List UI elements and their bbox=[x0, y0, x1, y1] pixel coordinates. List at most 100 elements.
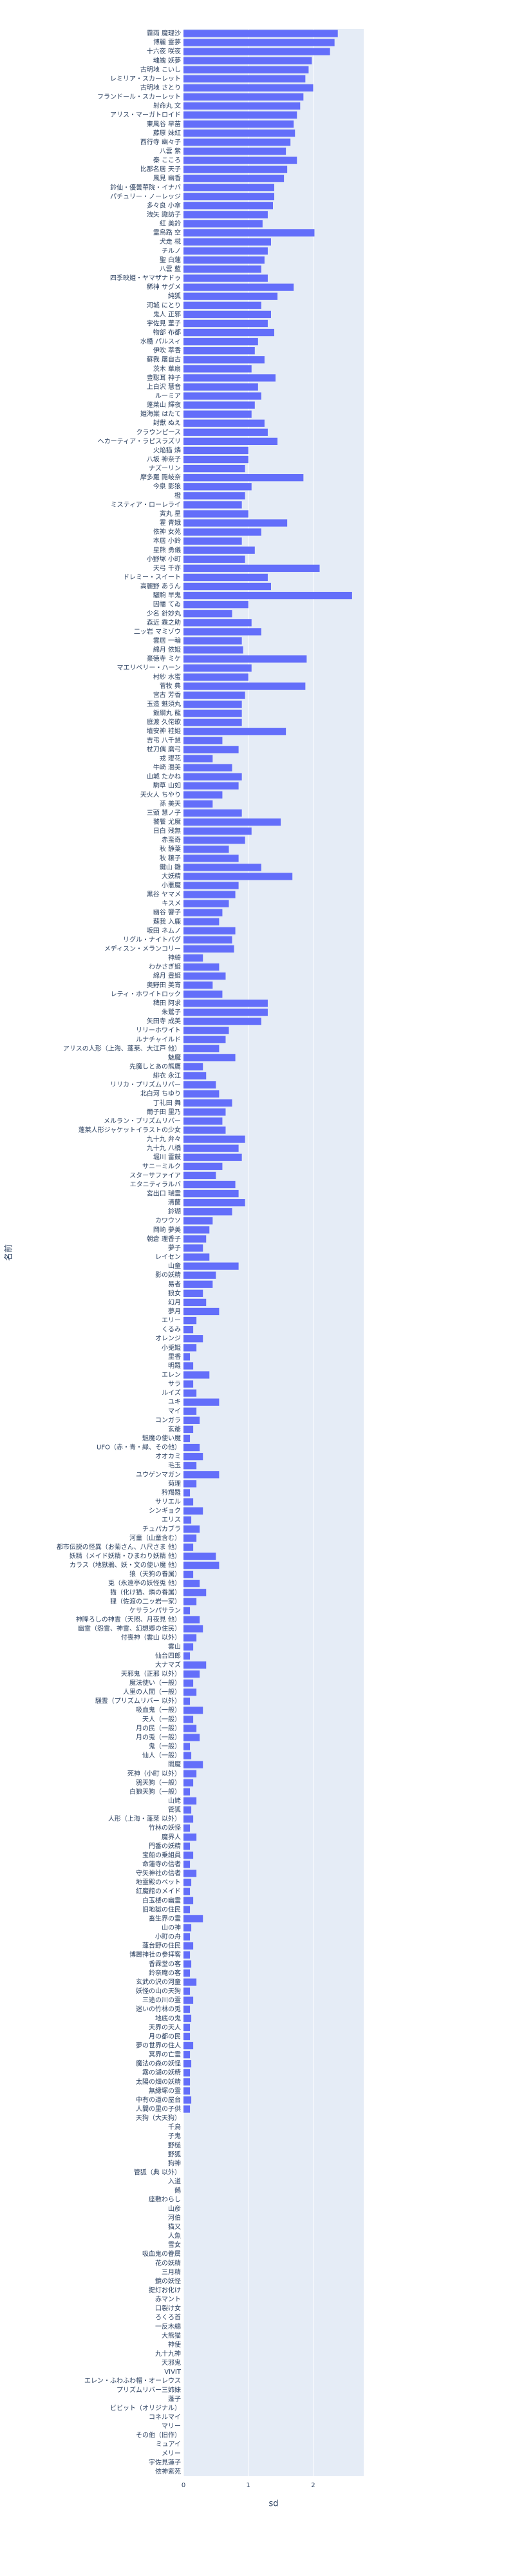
y-tick-label: 蘇我 入鹿 bbox=[153, 917, 181, 925]
bar bbox=[183, 1571, 194, 1578]
bar bbox=[183, 981, 213, 989]
bar bbox=[183, 1625, 203, 1633]
y-tick-label: 摩多羅 隠岐奈 bbox=[140, 473, 181, 482]
y-tick-label: 鍵山 雛 bbox=[160, 863, 181, 871]
y-tick-label: 兎（永遠亭の妖怪兎 他） bbox=[108, 1579, 181, 1587]
y-tick-label: 朝倉 理香子 bbox=[147, 1235, 181, 1243]
bar bbox=[183, 111, 297, 119]
bar bbox=[183, 827, 252, 835]
bar bbox=[183, 1099, 232, 1107]
bar bbox=[183, 1996, 194, 2004]
y-tick-label: 紅 美鈴 bbox=[160, 220, 181, 228]
bar bbox=[183, 428, 268, 436]
bar bbox=[183, 147, 286, 155]
y-tick-label: 雲山 bbox=[168, 1643, 181, 1651]
y-tick-label: 幻月 bbox=[168, 1298, 181, 1306]
bar bbox=[183, 1879, 192, 1886]
bar bbox=[183, 882, 239, 889]
bar bbox=[183, 1389, 197, 1397]
y-tick-label: リリカ・プリズムリバー bbox=[110, 1081, 181, 1089]
bar bbox=[183, 1552, 216, 1560]
bar bbox=[183, 1498, 194, 1506]
y-tick-label: 河城 にとり bbox=[147, 301, 181, 309]
y-tick-label: 命蓮寺の信者 bbox=[142, 1860, 181, 1868]
bar bbox=[183, 256, 265, 264]
bar bbox=[183, 1462, 197, 1470]
y-tick-label: 宮出口 瑞霊 bbox=[147, 1189, 181, 1198]
y-tick-label: 魂魄 妖夢 bbox=[153, 56, 181, 64]
bar bbox=[183, 918, 220, 925]
y-tick-label: 藤原 妹紅 bbox=[153, 129, 181, 137]
y-tick-label: 香霖堂の客 bbox=[149, 1960, 181, 1968]
bar bbox=[183, 1589, 207, 1596]
y-tick-label: メリー bbox=[162, 2450, 181, 2458]
y-tick-label: アリス・マーガトロイド bbox=[110, 111, 181, 119]
y-tick-label: 丁礼田 舞 bbox=[153, 1099, 181, 1107]
y-tick-label: 紅魔館のメイド bbox=[136, 1887, 181, 1895]
bar bbox=[183, 1652, 191, 1660]
bar bbox=[183, 909, 223, 916]
y-tick-label: 人形（上海・蓬莱 以外） bbox=[108, 1815, 181, 1823]
y-tick-label: 寅丸 星 bbox=[160, 509, 181, 518]
y-tick-label: ヘカーティア・ラピスラズリ bbox=[98, 437, 181, 445]
y-tick-label: 豊聡耳 神子 bbox=[147, 374, 181, 382]
y-tick-label: 古明地 こいし bbox=[140, 65, 181, 73]
bar bbox=[183, 446, 248, 455]
y-tick-label: 閻魔 bbox=[168, 1760, 181, 1768]
y-tick-label: 秋 静葉 bbox=[160, 845, 181, 853]
bar bbox=[183, 492, 245, 500]
y-tick-label: 吸血鬼の眷属 bbox=[142, 2249, 181, 2258]
bar bbox=[183, 855, 239, 862]
y-tick-label: 杖刀偶 磨弓 bbox=[147, 745, 181, 753]
bar bbox=[183, 1788, 191, 1796]
bar bbox=[183, 1969, 191, 1977]
y-tick-label: 易者 bbox=[168, 1280, 181, 1288]
bar bbox=[183, 283, 294, 291]
y-tick-label: 赤蛮奇 bbox=[162, 836, 181, 844]
bar bbox=[183, 66, 309, 73]
y-tick-label: 都市伝説の怪異（お菊さん、八尺さま 他） bbox=[57, 1542, 181, 1551]
y-tick-label: 狼女 bbox=[168, 1289, 181, 1297]
y-tick-label: 多々良 小傘 bbox=[147, 201, 181, 209]
y-tick-label: 吉弔 八千慧 bbox=[147, 736, 181, 744]
y-tick-label: 比那名居 天子 bbox=[140, 165, 181, 173]
y-tick-label: 鈴仙・優曇華院・イナバ bbox=[110, 183, 181, 191]
y-tick-label: 人里の人間（一般） bbox=[123, 1688, 181, 1696]
bar bbox=[183, 274, 268, 282]
y-tick-label: 北白河 ちゆり bbox=[140, 1090, 181, 1098]
y-tick-label: 里香 bbox=[168, 1353, 181, 1361]
bar bbox=[183, 818, 281, 826]
y-tick-label: 古明地 さとり bbox=[140, 83, 181, 91]
y-tick-label: 緋衣 永江 bbox=[153, 1072, 181, 1080]
y-tick-label: 河童（山童含む） bbox=[129, 1533, 181, 1542]
bar bbox=[183, 211, 268, 219]
bar bbox=[183, 1063, 203, 1071]
y-tick-label: 魔法使い（一般） bbox=[129, 1679, 181, 1687]
y-tick-label: その他（旧作） bbox=[136, 2431, 181, 2439]
bar bbox=[183, 1634, 197, 1642]
bar bbox=[183, 1525, 200, 1533]
y-tick-label: 明羅 bbox=[168, 1362, 181, 1370]
y-tick-label: 九十九 弁々 bbox=[147, 1135, 181, 1143]
y-tick-label: 山童 bbox=[168, 1262, 181, 1270]
bar bbox=[183, 1344, 197, 1352]
y-tick-label: 綿月 依姫 bbox=[153, 645, 181, 654]
y-tick-label: 星熊 勇儀 bbox=[153, 545, 181, 554]
bar bbox=[183, 1770, 197, 1777]
bar bbox=[183, 2050, 191, 2059]
y-tick-label: ルナチャイルド bbox=[136, 1036, 181, 1043]
y-tick-label: 中有の道の屋台 bbox=[136, 2096, 181, 2104]
y-tick-label: エレン bbox=[162, 1372, 181, 1379]
y-tick-label: 牛崎 潤美 bbox=[153, 763, 181, 772]
y-tick-label: 蓬莱人形ジャケットイラストの少女 bbox=[79, 1126, 181, 1134]
y-tick-label: 十六夜 咲夜 bbox=[147, 47, 181, 55]
y-tick-label: 坂田 ネムノ bbox=[147, 927, 181, 934]
y-tick-label: レミリア・スカーレット bbox=[110, 75, 181, 82]
y-tick-label: ドレミー・スイート bbox=[123, 574, 181, 581]
y-tick-label: 奥野田 美宵 bbox=[147, 981, 181, 989]
plot-background bbox=[183, 29, 364, 2476]
y-tick-label: 山彦 bbox=[168, 2204, 181, 2213]
y-tick-label: 赤マント bbox=[155, 2296, 181, 2304]
bar bbox=[183, 383, 258, 391]
bar bbox=[183, 1316, 197, 1325]
